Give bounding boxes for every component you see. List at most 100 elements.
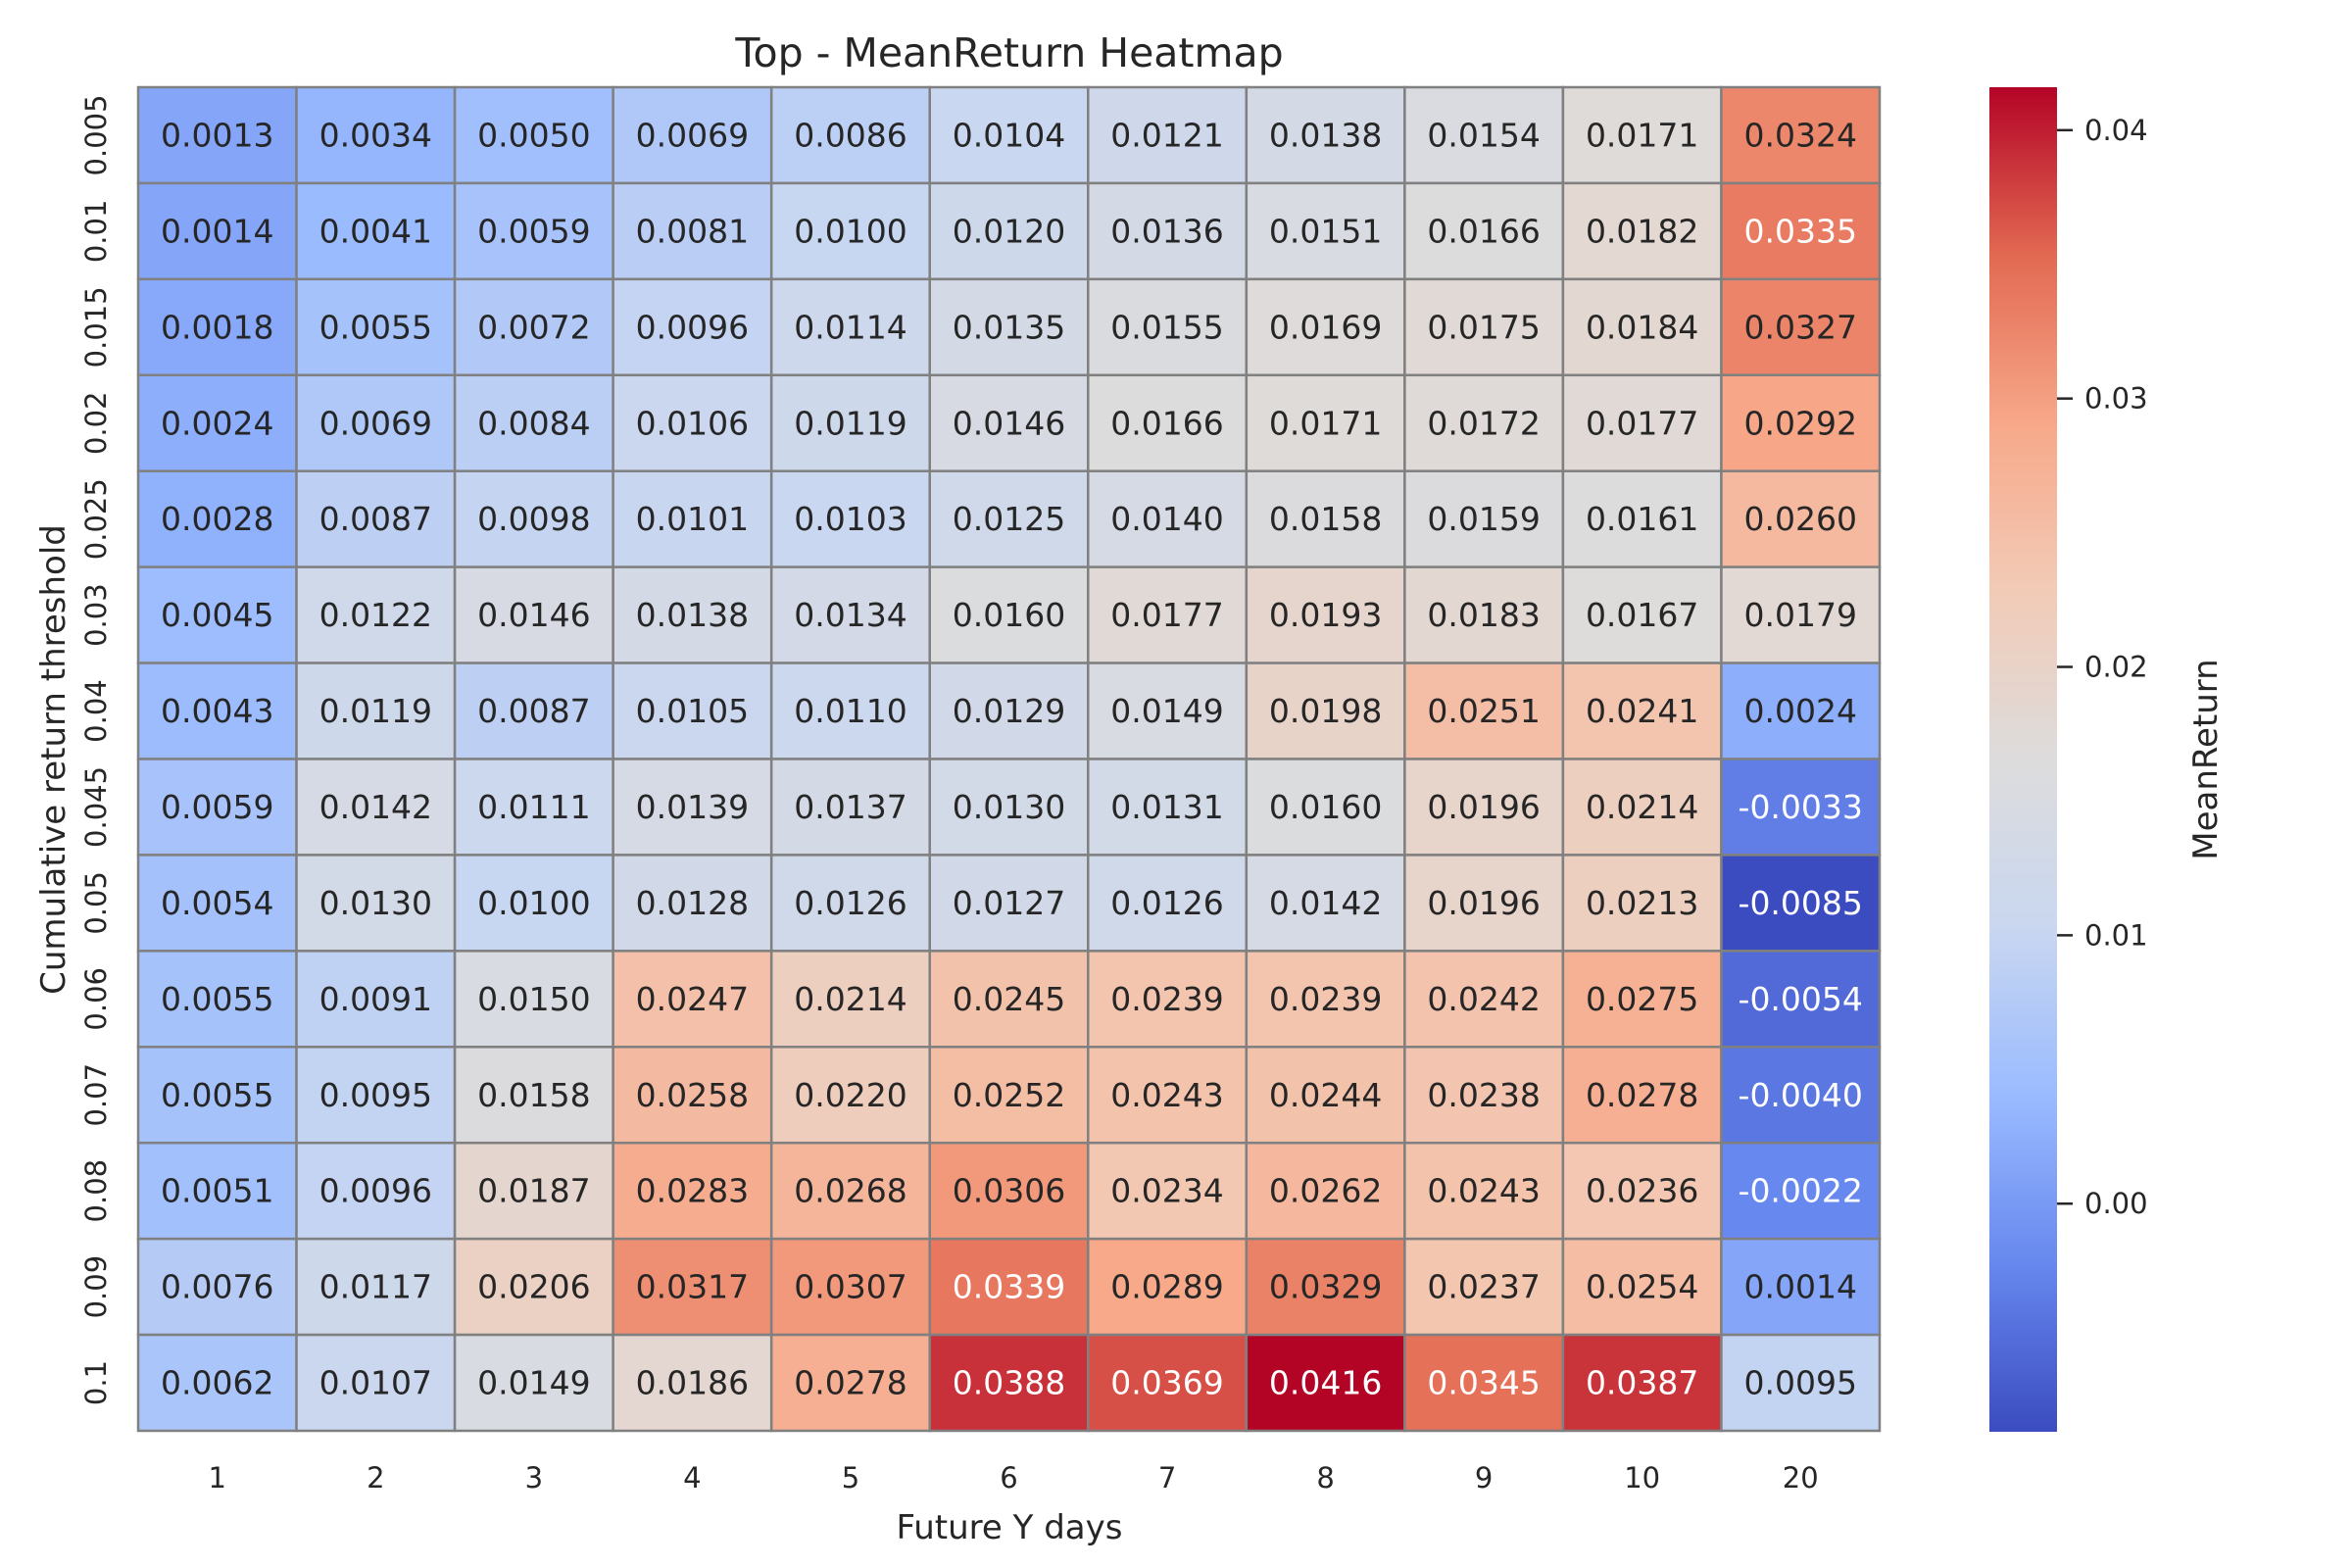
heatmap-cell (928, 1333, 1090, 1433)
cell-value-label: 0.0206 (477, 1268, 590, 1306)
x-tick-label: 4 (683, 1461, 701, 1494)
x-tick-label: 10 (1624, 1461, 1660, 1494)
cell-value-label: 0.0268 (794, 1172, 906, 1210)
y-tick-label: 0.025 (79, 478, 113, 560)
cell-value-label: 0.0278 (794, 1364, 906, 1402)
colorbar-label: MeanReturn (2186, 659, 2226, 859)
cell-value-label: 0.0043 (161, 692, 273, 730)
heatmap-cell (295, 758, 457, 857)
cell-value-label: 0.0095 (319, 1076, 432, 1114)
heatmap-cell (1087, 181, 1249, 281)
cell-value-label: 0.0028 (161, 500, 273, 538)
cell-value-label: 0.0327 (1743, 308, 1856, 346)
cell-value-label: 0.0171 (1269, 404, 1382, 442)
heatmap-cell (1245, 950, 1406, 1049)
heatmap-cell (453, 469, 614, 568)
cell-value-label: 0.0142 (1269, 884, 1382, 922)
cell-value-label: 0.0072 (477, 308, 590, 346)
heatmap-cell (1087, 758, 1249, 857)
heatmap-cell (928, 373, 1090, 472)
heatmap-cell (612, 1333, 773, 1433)
heatmap-cell (928, 469, 1090, 568)
heatmap-cell (1720, 950, 1882, 1049)
heatmap-cell (1403, 469, 1565, 568)
heatmap-cell (612, 565, 773, 664)
y-tick-label: 0.07 (79, 1063, 113, 1127)
heatmap-cell (295, 1141, 457, 1241)
heatmap-cell (769, 1141, 931, 1241)
cell-value-label: 0.0183 (1427, 596, 1540, 634)
cell-value-label: 0.0289 (1110, 1268, 1223, 1306)
cell-value-label: 0.0087 (477, 692, 590, 730)
cell-value-label: 0.0172 (1427, 404, 1540, 442)
cell-value-label: 0.0076 (161, 1268, 273, 1306)
heatmap-cell (1245, 181, 1406, 281)
heatmap-cell (136, 181, 298, 281)
cell-value-label: 0.0155 (1110, 308, 1223, 346)
cell-value-label: 0.0055 (161, 980, 273, 1018)
cell-value-label: 0.0050 (477, 116, 590, 154)
heatmap-cell (928, 758, 1090, 857)
heatmap-cell (1561, 181, 1723, 281)
cell-value-label: 0.0329 (1269, 1268, 1382, 1306)
cell-value-label: 0.0278 (1586, 1076, 1698, 1114)
cell-value-label: 0.0177 (1586, 404, 1698, 442)
cell-value-label: 0.0096 (636, 308, 749, 346)
y-tick-label: 0.09 (79, 1255, 113, 1319)
cell-value-label: 0.0054 (161, 884, 273, 922)
cell-value-label: 0.0306 (953, 1172, 1065, 1210)
heatmap-cell (928, 1046, 1090, 1145)
cell-value-label: 0.0177 (1110, 596, 1223, 634)
y-axis-tick-labels: 0.005 0.01 0.015 0.02 0.025 0.03 0.04 0.045 0.05… (79, 94, 113, 1405)
heatmap-cell (1403, 373, 1565, 472)
y-tick-label: 0.045 (79, 766, 113, 848)
cell-value-label: 0.0081 (636, 212, 749, 250)
cell-value-label: 0.0292 (1743, 404, 1856, 442)
cell-value-label: 0.0121 (1110, 116, 1223, 154)
cell-value-label: 0.0151 (1269, 212, 1382, 250)
x-axis-tick-labels: 1 2 3 4 5 6 7 8 9 10 20 (209, 1461, 1819, 1494)
heatmap-cell (612, 469, 773, 568)
heatmap-cell (1561, 85, 1723, 185)
cell-value-label: 0.0160 (953, 596, 1065, 634)
heatmap-cell (1403, 181, 1565, 281)
y-tick-label: 0.005 (79, 94, 113, 175)
cell-value-label: 0.0220 (794, 1076, 906, 1114)
y-tick-label: 0.1 (79, 1360, 113, 1405)
cell-value-label: 0.0138 (1269, 116, 1382, 154)
cell-value-label: 0.0125 (953, 500, 1065, 538)
cell-value-label: 0.0117 (319, 1268, 432, 1306)
heatmap-cell (136, 950, 298, 1049)
heatmap-cell (1087, 662, 1249, 760)
cell-value-label: -0.0033 (1739, 788, 1863, 826)
heatmap-cell (136, 277, 298, 377)
cell-value-label: 0.0100 (477, 884, 590, 922)
cell-value-label: 0.0335 (1743, 212, 1856, 250)
cell-value-label: 0.0388 (953, 1364, 1065, 1402)
heatmap-cell (1720, 1046, 1882, 1145)
cell-value-label: 0.0110 (794, 692, 906, 730)
cell-value-label: 0.0128 (636, 884, 749, 922)
cell-value-label: 0.0169 (1269, 308, 1382, 346)
heatmap-cell (1245, 1333, 1406, 1433)
heatmap-cell (1561, 469, 1723, 568)
cell-value-label: 0.0018 (161, 308, 273, 346)
heatmap-cell (928, 181, 1090, 281)
x-tick-label: 3 (525, 1461, 543, 1494)
cell-value-label: 0.0086 (794, 116, 906, 154)
y-tick-label: 0.04 (79, 679, 113, 743)
heatmap-cell (1561, 758, 1723, 857)
cell-value-label: 0.0159 (1427, 500, 1540, 538)
heatmap-cell (453, 1237, 614, 1337)
cell-value-label: 0.0193 (1269, 596, 1382, 634)
cell-value-label: 0.0013 (161, 116, 273, 154)
cell-value-label: 0.0171 (1586, 116, 1698, 154)
colorbar: 0.00 0.01 0.02 0.03 0.04 MeanReturn (1989, 87, 2226, 1432)
heatmap-cell (295, 1046, 457, 1145)
heatmap-cell (1720, 662, 1882, 760)
heatmap-cell (769, 1046, 931, 1145)
cell-value-label: 0.0131 (1110, 788, 1223, 826)
cell-value-label: 0.0069 (636, 116, 749, 154)
cell-value-label: -0.0085 (1739, 884, 1863, 922)
heatmap-cell (136, 854, 298, 953)
